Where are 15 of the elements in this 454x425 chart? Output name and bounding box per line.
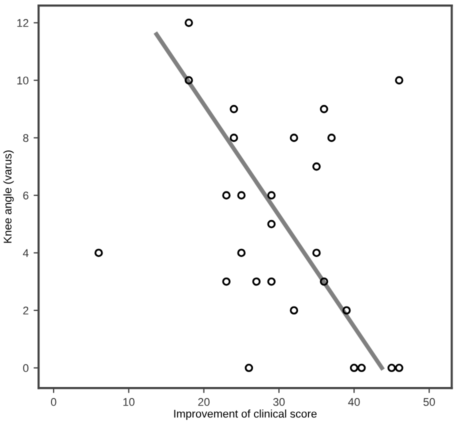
x-tick-label: 50 [423, 398, 435, 406]
x-tick-label: 40 [348, 398, 360, 406]
y-tick-label: 10 [17, 76, 28, 84]
y-tick-label: 0 [23, 364, 28, 372]
x-tick-label: 30 [273, 398, 285, 406]
y-axis-title: Knee angle (varus) [3, 150, 14, 243]
x-tick-label: 10 [123, 398, 134, 406]
y-tick-label: 6 [23, 192, 28, 200]
x-tick-label: 0 [50, 398, 56, 406]
y-tick-label: 4 [22, 249, 29, 257]
x-axis-title: Improvement of clinical score [174, 409, 317, 420]
y-tick-label: 8 [23, 134, 28, 142]
x-tick-label: 20 [198, 398, 210, 406]
y-tick-label: 12 [17, 19, 28, 27]
y-tick-label: 2 [23, 306, 28, 314]
